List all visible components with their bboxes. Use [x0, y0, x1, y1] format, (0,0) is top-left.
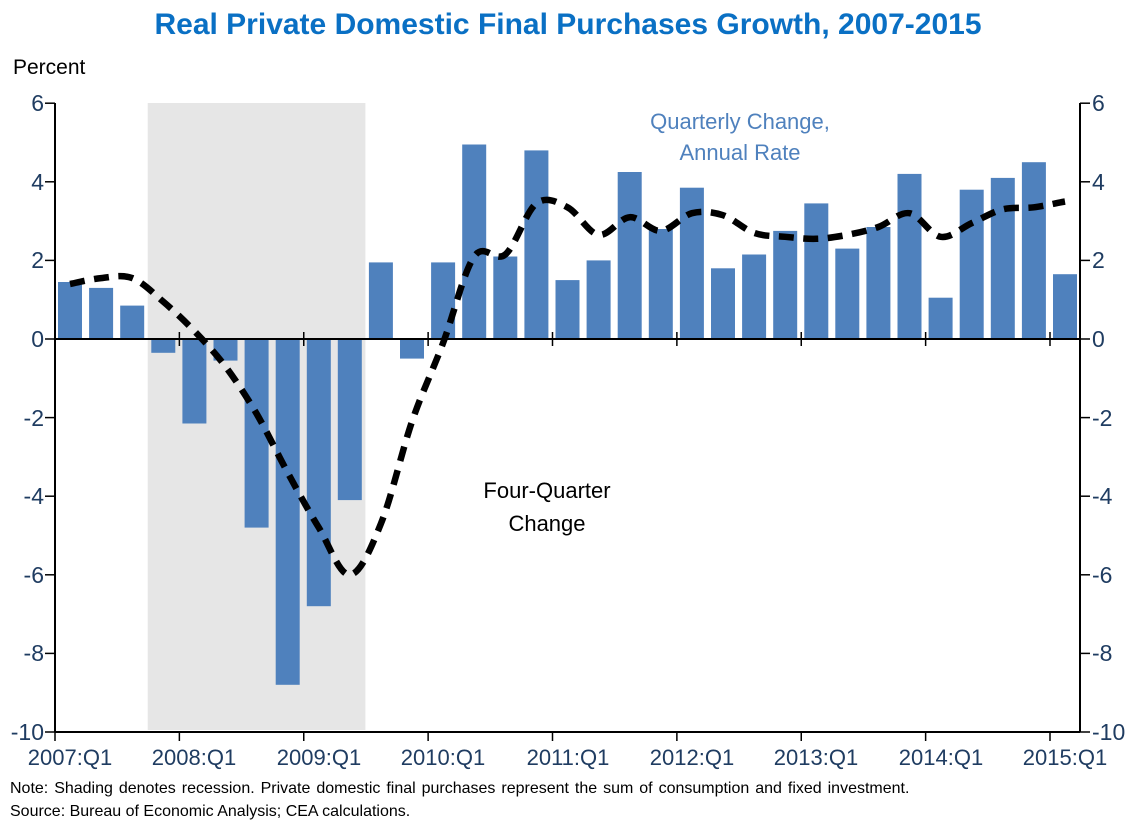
bar-2012Q2	[711, 268, 735, 339]
x-tick-label: 2008:Q1	[151, 745, 237, 770]
bar-2011Q3	[617, 172, 642, 339]
y-tick-label-right: -2	[1092, 405, 1113, 431]
chart-title: Real Private Domestic Final Purchases Gr…	[154, 8, 982, 41]
line-series-label: Four-Quarter Change	[417, 474, 677, 540]
bar-2013Q2	[835, 248, 860, 339]
bar-2010Q2	[462, 144, 487, 339]
bar-2007Q2	[89, 287, 114, 339]
bar-2014Q3	[990, 177, 1015, 339]
y-tick-label-right: 0	[1092, 326, 1105, 352]
line-series-label-line1: Four-Quarter	[483, 478, 611, 503]
y-tick-label-right: -4	[1092, 483, 1113, 509]
bar-2009Q1	[306, 339, 331, 607]
bar-2009Q4	[400, 339, 424, 359]
bar-2013Q1	[804, 203, 829, 339]
bar-2013Q3	[866, 227, 891, 339]
line-series-label-line2: Change	[508, 511, 586, 536]
y-axis-title: Percent	[13, 56, 86, 79]
x-tick-label: 2015:Q1	[1022, 745, 1108, 770]
bar-2007Q1	[58, 282, 82, 339]
bar-2010Q3	[493, 256, 518, 339]
bar-2008Q1	[182, 339, 207, 424]
bar-series-label-line1: Quarterly Change,	[650, 109, 830, 134]
bar-2010Q4	[524, 150, 549, 339]
bar-2015Q1	[1053, 274, 1077, 339]
bar-2014Q2	[959, 189, 984, 339]
bar-2007Q3	[120, 305, 145, 339]
bar-series-label-line2: Annual Rate	[679, 140, 801, 165]
bar-2014Q1	[928, 297, 953, 339]
y-tick-label-left: 2	[31, 247, 44, 273]
y-tick-label-right: -10	[1092, 719, 1126, 745]
bar-2010Q1	[431, 262, 456, 339]
source-text: Source: Bureau of Economic Analysis; CEA…	[10, 803, 411, 820]
bar-2009Q2	[337, 339, 362, 501]
y-tick-label-left: 6	[31, 90, 44, 116]
bar-2014Q4	[1021, 162, 1046, 339]
y-tick-label-right: 2	[1092, 247, 1105, 273]
x-tick-label: 2009:Q1	[276, 745, 362, 770]
four-quarter-change-line	[69, 196, 1066, 579]
y-tick-label-right: 4	[1092, 169, 1105, 195]
x-tick-label: 2014:Q1	[898, 745, 984, 770]
bar-2013Q4	[897, 173, 922, 339]
bar-2012Q4	[773, 230, 798, 339]
bar-2008Q4	[275, 339, 300, 685]
x-tick-label: 2007:Q1	[27, 745, 113, 770]
x-tick-label: 2012:Q1	[649, 745, 735, 770]
x-tick-label: 2013:Q1	[773, 745, 859, 770]
y-tick-label-right: -8	[1092, 640, 1113, 666]
y-tick-label-left: -2	[23, 405, 44, 431]
y-tick-label-right: -6	[1092, 562, 1113, 588]
x-tick-label: 2011:Q1	[526, 745, 610, 770]
y-tick-label-left: 0	[31, 326, 44, 352]
bar-series-label: Quarterly Change, Annual Rate	[590, 106, 890, 168]
bar-2012Q3	[742, 254, 767, 339]
y-tick-label-left: -4	[23, 483, 44, 509]
bar-2009Q3	[368, 262, 393, 339]
bar-2011Q1	[555, 280, 580, 339]
bar-2011Q4	[648, 229, 673, 339]
note-text: Note: Shading denotes recession. Private…	[10, 780, 910, 797]
bar-2011Q2	[586, 260, 611, 339]
y-tick-label-left: 4	[31, 169, 44, 195]
y-tick-label-left: -6	[23, 562, 44, 588]
y-tick-label-right: 6	[1092, 90, 1105, 116]
y-tick-label-left: -8	[23, 640, 44, 666]
bar-2007Q4	[151, 339, 176, 353]
y-tick-label-left: -10	[10, 719, 44, 745]
x-tick-label: 2010:Q1	[400, 745, 486, 770]
